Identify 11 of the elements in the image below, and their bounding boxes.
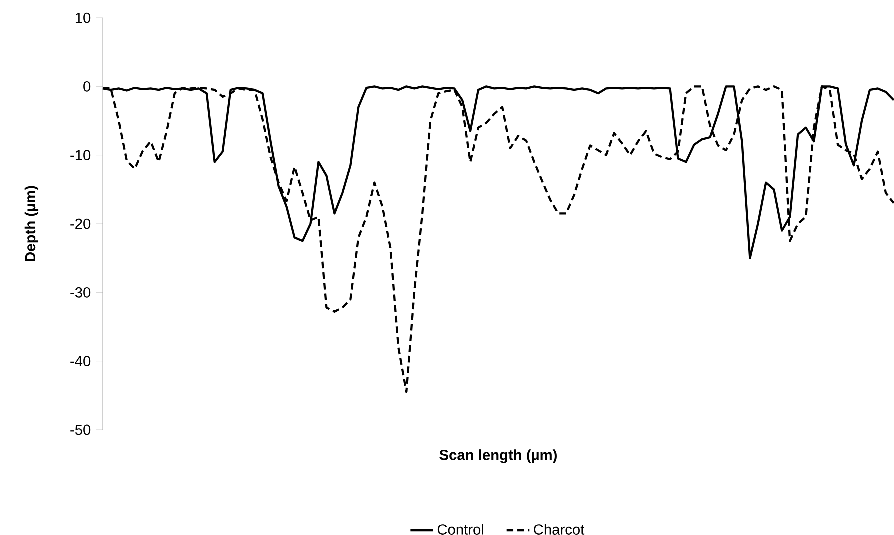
y-tick-label: -50 xyxy=(70,424,91,436)
y-tick-label: 0 xyxy=(84,81,91,92)
y-tick-label: -40 xyxy=(70,356,91,367)
y-axis-title: Depth (µm) xyxy=(24,186,39,262)
y-tick-label: -20 xyxy=(70,218,91,230)
legend-label: Control xyxy=(438,524,484,535)
x-axis-title: Scan length (µm) xyxy=(440,450,557,464)
y-tick-label: 10 xyxy=(76,12,91,24)
y-tick-label: -30 xyxy=(70,287,91,298)
y-tick-label: -10 xyxy=(70,150,91,161)
legend-label: Charcot xyxy=(534,524,585,535)
